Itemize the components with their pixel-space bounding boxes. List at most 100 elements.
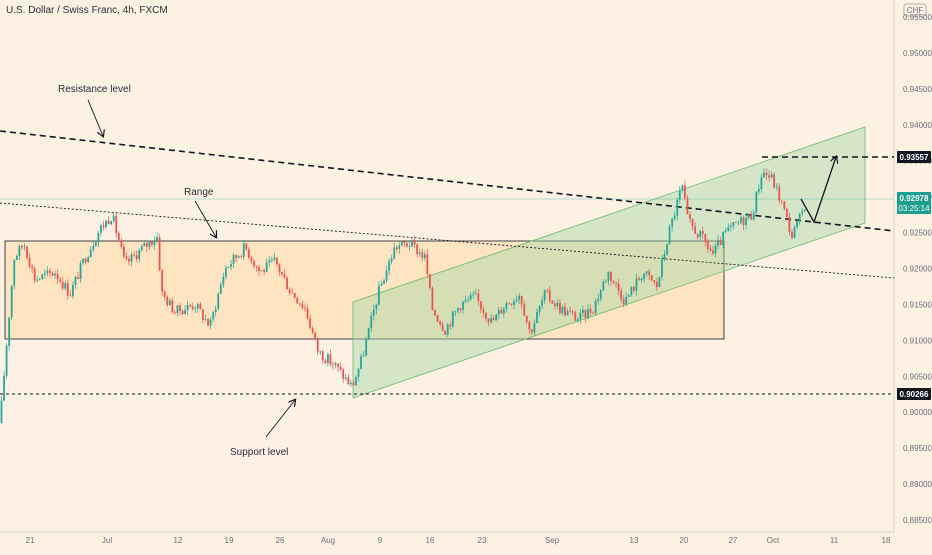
candle bbox=[204, 319, 207, 320]
candles-layer bbox=[0, 168, 806, 424]
candle bbox=[174, 312, 176, 314]
candle bbox=[607, 271, 610, 281]
candle bbox=[117, 233, 120, 242]
time-tick-label: 16 bbox=[426, 536, 435, 545]
candle bbox=[337, 363, 339, 367]
candle bbox=[100, 225, 102, 233]
candle bbox=[400, 241, 403, 246]
candle bbox=[209, 319, 212, 326]
currency-badge[interactable]: CHF bbox=[903, 3, 927, 17]
candle bbox=[240, 256, 243, 257]
candle bbox=[110, 221, 113, 225]
candle bbox=[232, 254, 235, 265]
candle bbox=[472, 294, 475, 296]
candle bbox=[403, 241, 406, 244]
candle bbox=[454, 311, 457, 313]
candle bbox=[717, 240, 719, 246]
candle bbox=[51, 272, 54, 276]
candle bbox=[622, 299, 625, 305]
candle bbox=[500, 310, 503, 314]
candle bbox=[102, 225, 105, 228]
candle bbox=[283, 274, 286, 278]
price-tick-label: 0.94000 bbox=[903, 121, 932, 130]
candle bbox=[513, 301, 515, 305]
candle bbox=[288, 289, 291, 293]
candle bbox=[408, 246, 411, 248]
candle bbox=[260, 270, 263, 272]
time-tick-label: Sep bbox=[545, 536, 560, 545]
candle bbox=[375, 304, 378, 310]
candle bbox=[120, 241, 123, 247]
candle bbox=[8, 317, 11, 346]
candle bbox=[737, 222, 740, 224]
candle bbox=[457, 308, 459, 312]
candle bbox=[77, 276, 79, 279]
candle bbox=[643, 273, 645, 280]
candle bbox=[18, 245, 21, 256]
candle bbox=[528, 322, 531, 330]
candle bbox=[474, 293, 477, 295]
candle bbox=[196, 303, 199, 309]
target-price-text: 0.93557 bbox=[900, 153, 929, 162]
candle bbox=[615, 282, 617, 284]
candle bbox=[306, 308, 309, 319]
candle bbox=[418, 252, 421, 255]
candle bbox=[582, 309, 584, 313]
candle bbox=[199, 303, 202, 310]
time-tick-label: 19 bbox=[225, 536, 234, 545]
candle bbox=[620, 290, 623, 300]
candle bbox=[362, 355, 365, 357]
price-tick-label: 0.89000 bbox=[903, 480, 932, 489]
candle bbox=[365, 339, 368, 356]
candle bbox=[293, 292, 296, 299]
time-tick-label: Jul bbox=[102, 536, 112, 545]
resistance-pointer-arrow bbox=[87, 99, 103, 136]
candle bbox=[571, 311, 574, 313]
candle bbox=[678, 190, 681, 200]
candle bbox=[561, 306, 564, 313]
candle bbox=[801, 211, 804, 214]
candle bbox=[105, 220, 107, 228]
candle bbox=[242, 243, 245, 257]
candle bbox=[49, 270, 51, 273]
candle bbox=[347, 377, 350, 385]
candle bbox=[309, 318, 311, 329]
candle bbox=[357, 368, 360, 377]
price-axis[interactable] bbox=[893, 0, 932, 550]
time-tick-label: 27 bbox=[729, 536, 738, 545]
candle bbox=[648, 271, 651, 276]
candle bbox=[673, 215, 676, 219]
candle bbox=[151, 241, 153, 245]
candle bbox=[436, 315, 439, 322]
candle bbox=[43, 273, 46, 275]
candle bbox=[158, 237, 161, 271]
candle bbox=[666, 244, 668, 255]
candle bbox=[691, 218, 694, 227]
candle bbox=[497, 310, 500, 315]
candle bbox=[676, 199, 679, 216]
candle bbox=[518, 295, 521, 300]
candle bbox=[645, 271, 648, 274]
candle bbox=[66, 283, 69, 296]
candle bbox=[270, 260, 273, 261]
candle bbox=[592, 312, 594, 314]
candle bbox=[395, 247, 398, 250]
candle bbox=[627, 295, 630, 297]
candle bbox=[316, 338, 319, 352]
candle bbox=[89, 249, 92, 258]
candle bbox=[556, 302, 559, 307]
candle bbox=[168, 300, 171, 306]
candle bbox=[668, 226, 671, 245]
ascending-channel bbox=[352, 126, 866, 399]
candle bbox=[281, 271, 283, 275]
candle bbox=[712, 250, 714, 254]
candle bbox=[594, 300, 597, 314]
candle bbox=[311, 328, 314, 333]
candle bbox=[610, 271, 612, 281]
candle bbox=[194, 308, 197, 310]
candle bbox=[604, 280, 607, 282]
candle bbox=[696, 233, 699, 238]
candle bbox=[546, 290, 549, 292]
candle bbox=[729, 225, 732, 228]
